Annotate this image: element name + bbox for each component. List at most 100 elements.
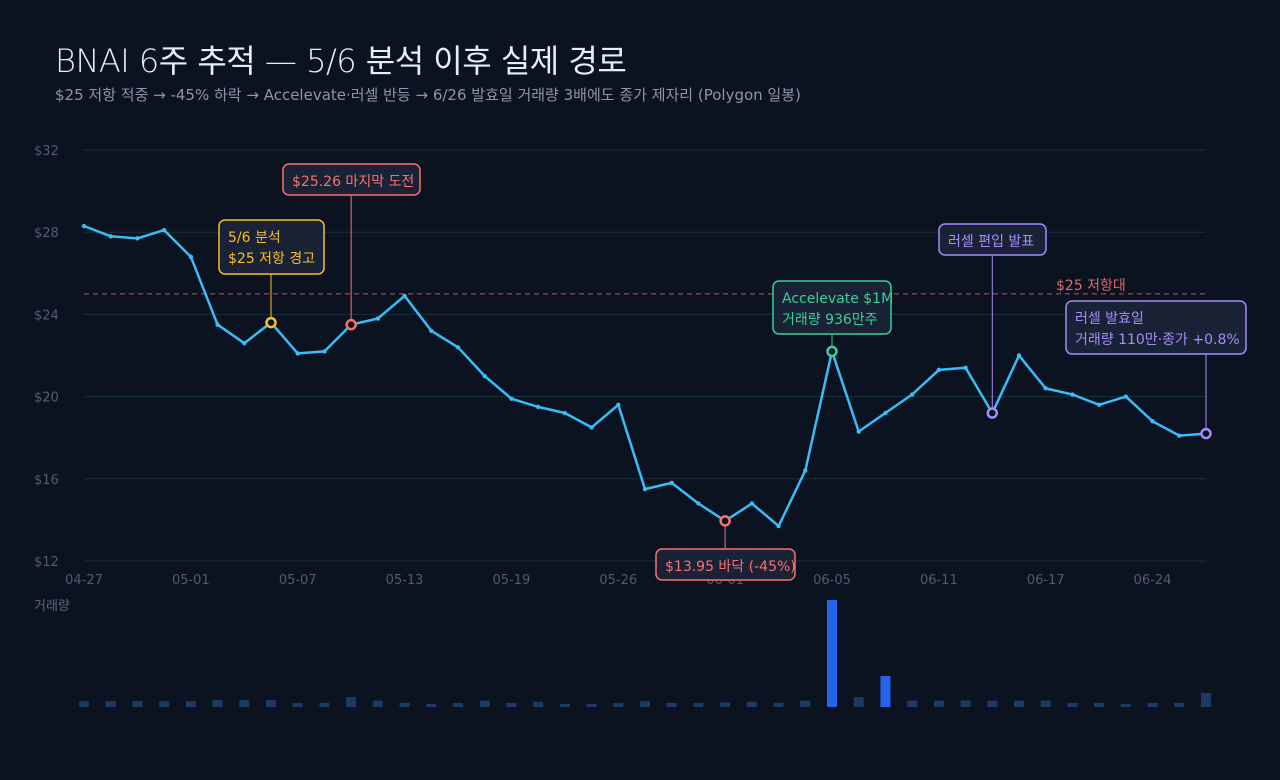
price-point: [562, 410, 568, 416]
price-point: [936, 367, 942, 373]
volume-bar: [586, 704, 597, 707]
price-point: [509, 396, 514, 401]
annotation-box: [218, 219, 325, 275]
x-tick-label: 05-01: [172, 573, 210, 588]
y-axis-ticks: $12 $16 $20 $24 $28 $32: [34, 144, 59, 570]
price-point: [1016, 353, 1022, 358]
price-point: [616, 402, 621, 408]
price-point: [963, 365, 968, 371]
volume-bar: [640, 701, 650, 707]
x-tick-label: 06-11: [920, 573, 958, 588]
y-tick-label: $16: [34, 473, 59, 488]
volume-bar: [239, 699, 250, 707]
volume-bar: [79, 701, 89, 707]
price-point: [482, 373, 487, 379]
annotation-box: [282, 163, 421, 196]
x-tick-label: 06-05: [813, 573, 851, 588]
price-point: [81, 223, 87, 229]
price-point: [776, 523, 781, 529]
annotation-text: 러셀 발효일: [1075, 311, 1144, 327]
annotation-text: $25.26 마지막 도전: [292, 174, 414, 190]
volume-bar: [453, 702, 463, 707]
volume-bar: [159, 701, 170, 707]
volume-bar: [399, 702, 410, 707]
volume-bar: [907, 700, 918, 707]
annotation-marker: [1200, 427, 1212, 440]
volume-bar: [185, 701, 196, 707]
volume-bar: [506, 702, 517, 707]
volume-bar: [266, 699, 276, 707]
volume-bar: [1040, 700, 1051, 707]
annotation-text: $25 저항 경고: [228, 251, 315, 267]
annotation: 5/6 분석 $25 저항 경고: [218, 219, 325, 329]
volume-bar: [987, 700, 998, 707]
annotation-marker: [265, 316, 277, 329]
y-tick-label: $12: [34, 555, 59, 570]
annotation-text: $13.95 바닥 (-45%): [665, 559, 796, 575]
y-tick-label: $32: [34, 144, 59, 159]
volume-layer: 거래량: [34, 599, 1211, 707]
price-point: [402, 293, 407, 299]
annotation: Accelevate $1M 거래량 936만주: [772, 280, 893, 358]
volume-bar: [1067, 702, 1078, 707]
price-point: [455, 345, 461, 350]
volume-bar: [933, 700, 944, 707]
volume-bar: [292, 702, 303, 707]
volume-bar: [346, 697, 357, 707]
price-point: [856, 429, 861, 434]
y-tick-label: $28: [34, 226, 59, 241]
x-tick-label: 05-13: [386, 573, 424, 588]
x-tick-label: 06-17: [1027, 573, 1065, 588]
annotation-text: 5/6 분석: [228, 230, 281, 246]
reference-layer: $25 저항대: [84, 278, 1206, 295]
volume-bar: [693, 702, 704, 707]
volume-bar: [372, 700, 383, 707]
price-point: [1150, 419, 1155, 424]
volume-bar: [880, 676, 891, 707]
resistance-label: $25 저항대: [1056, 278, 1126, 294]
annotation-box: [655, 548, 796, 581]
volume-bar: [132, 701, 143, 707]
volume-bar: [1201, 692, 1211, 707]
annotation-text: 러셀 편입 발표: [948, 234, 1034, 250]
volume-bar: [960, 700, 971, 707]
annotation-marker: [986, 407, 999, 419]
annotation: 러셀 편입 발표: [938, 223, 1047, 419]
x-tick-label: 05-26: [599, 573, 637, 588]
price-point: [803, 468, 808, 473]
y-tick-label: $24: [34, 308, 59, 323]
chart-title: BNAI 6주 추적 — 5/6 분석 이후 실제 경로: [55, 42, 627, 80]
annotation-text: Accelevate $1M: [782, 291, 893, 307]
price-point: [535, 404, 541, 410]
price-point: [188, 254, 194, 260]
annotation-marker: [826, 345, 838, 358]
annotation-box: [772, 280, 892, 335]
volume-bar: [319, 702, 330, 707]
volume-bar: [1120, 704, 1131, 707]
price-point: [242, 340, 247, 346]
price-point: [135, 236, 140, 241]
volume-bar: [827, 600, 837, 707]
volume-bar: [559, 704, 570, 707]
volume-bar: [212, 699, 223, 707]
volume-bar: [800, 700, 811, 707]
price-point: [669, 480, 674, 486]
price-point: [161, 227, 167, 233]
volume-bar: [1014, 700, 1024, 707]
volume-label: 거래량: [34, 599, 70, 614]
annotation: $25.26 마지막 도전: [282, 163, 421, 331]
price-point: [1096, 402, 1102, 408]
volume-bar: [853, 697, 864, 707]
x-axis-ticks: 04-2705-0105-0705-1305-1905-2606-0106-05…: [65, 573, 1171, 588]
price-point: [1123, 394, 1129, 399]
price-point: [322, 349, 327, 354]
price-point: [215, 322, 220, 327]
volume-bar: [105, 701, 116, 707]
annotation: $13.95 바닥 (-45%): [655, 515, 796, 581]
price-point: [749, 501, 755, 506]
annotation-box: [1065, 300, 1247, 355]
price-point: [642, 486, 648, 492]
price-point: [108, 234, 113, 239]
